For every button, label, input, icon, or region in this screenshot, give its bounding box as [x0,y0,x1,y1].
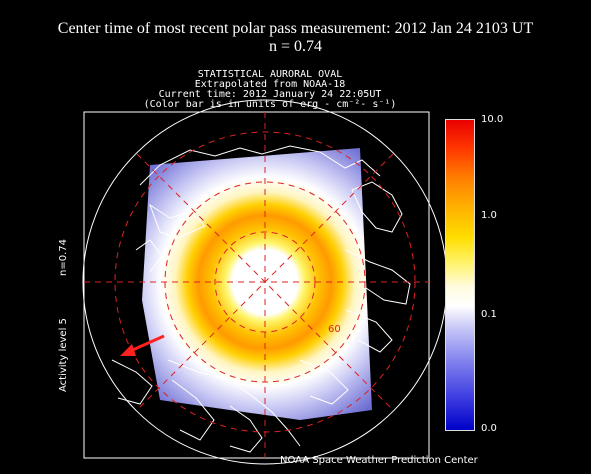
footer-credit: NOAA Space Weather Prediction Center [280,455,478,466]
colorbar-label-01: 0.1 [481,309,497,320]
coastlines [111,145,411,453]
plot-title: STATISTICAL AURORAL OVAL [197,69,343,80]
header-n-value: n = 0.74 [268,38,323,55]
colorbar-label-1: 1.0 [481,210,497,221]
plot-current-time: Current time: 2012 January 24 22:05UT [158,89,382,100]
plot-units-note: (Color bar is in units of erg - cm⁻²- s⁻… [143,99,397,110]
side-label-activity: Activity level 5 [58,318,69,392]
colorbar-label-0: 0.0 [481,423,497,434]
map-frame [83,111,430,459]
lat-lon-grid [84,112,429,458]
color-bar [445,119,475,431]
plot-source: Extrapolated from NOAA-18 [194,79,346,90]
side-label-n: n=0.74 [58,239,69,276]
header-title: Center time of most recent polar pass me… [57,20,534,37]
red-arrow-icon [120,334,165,356]
latitude-label: 60 [328,324,341,335]
colorbar-label-10: 10.0 [481,114,504,125]
